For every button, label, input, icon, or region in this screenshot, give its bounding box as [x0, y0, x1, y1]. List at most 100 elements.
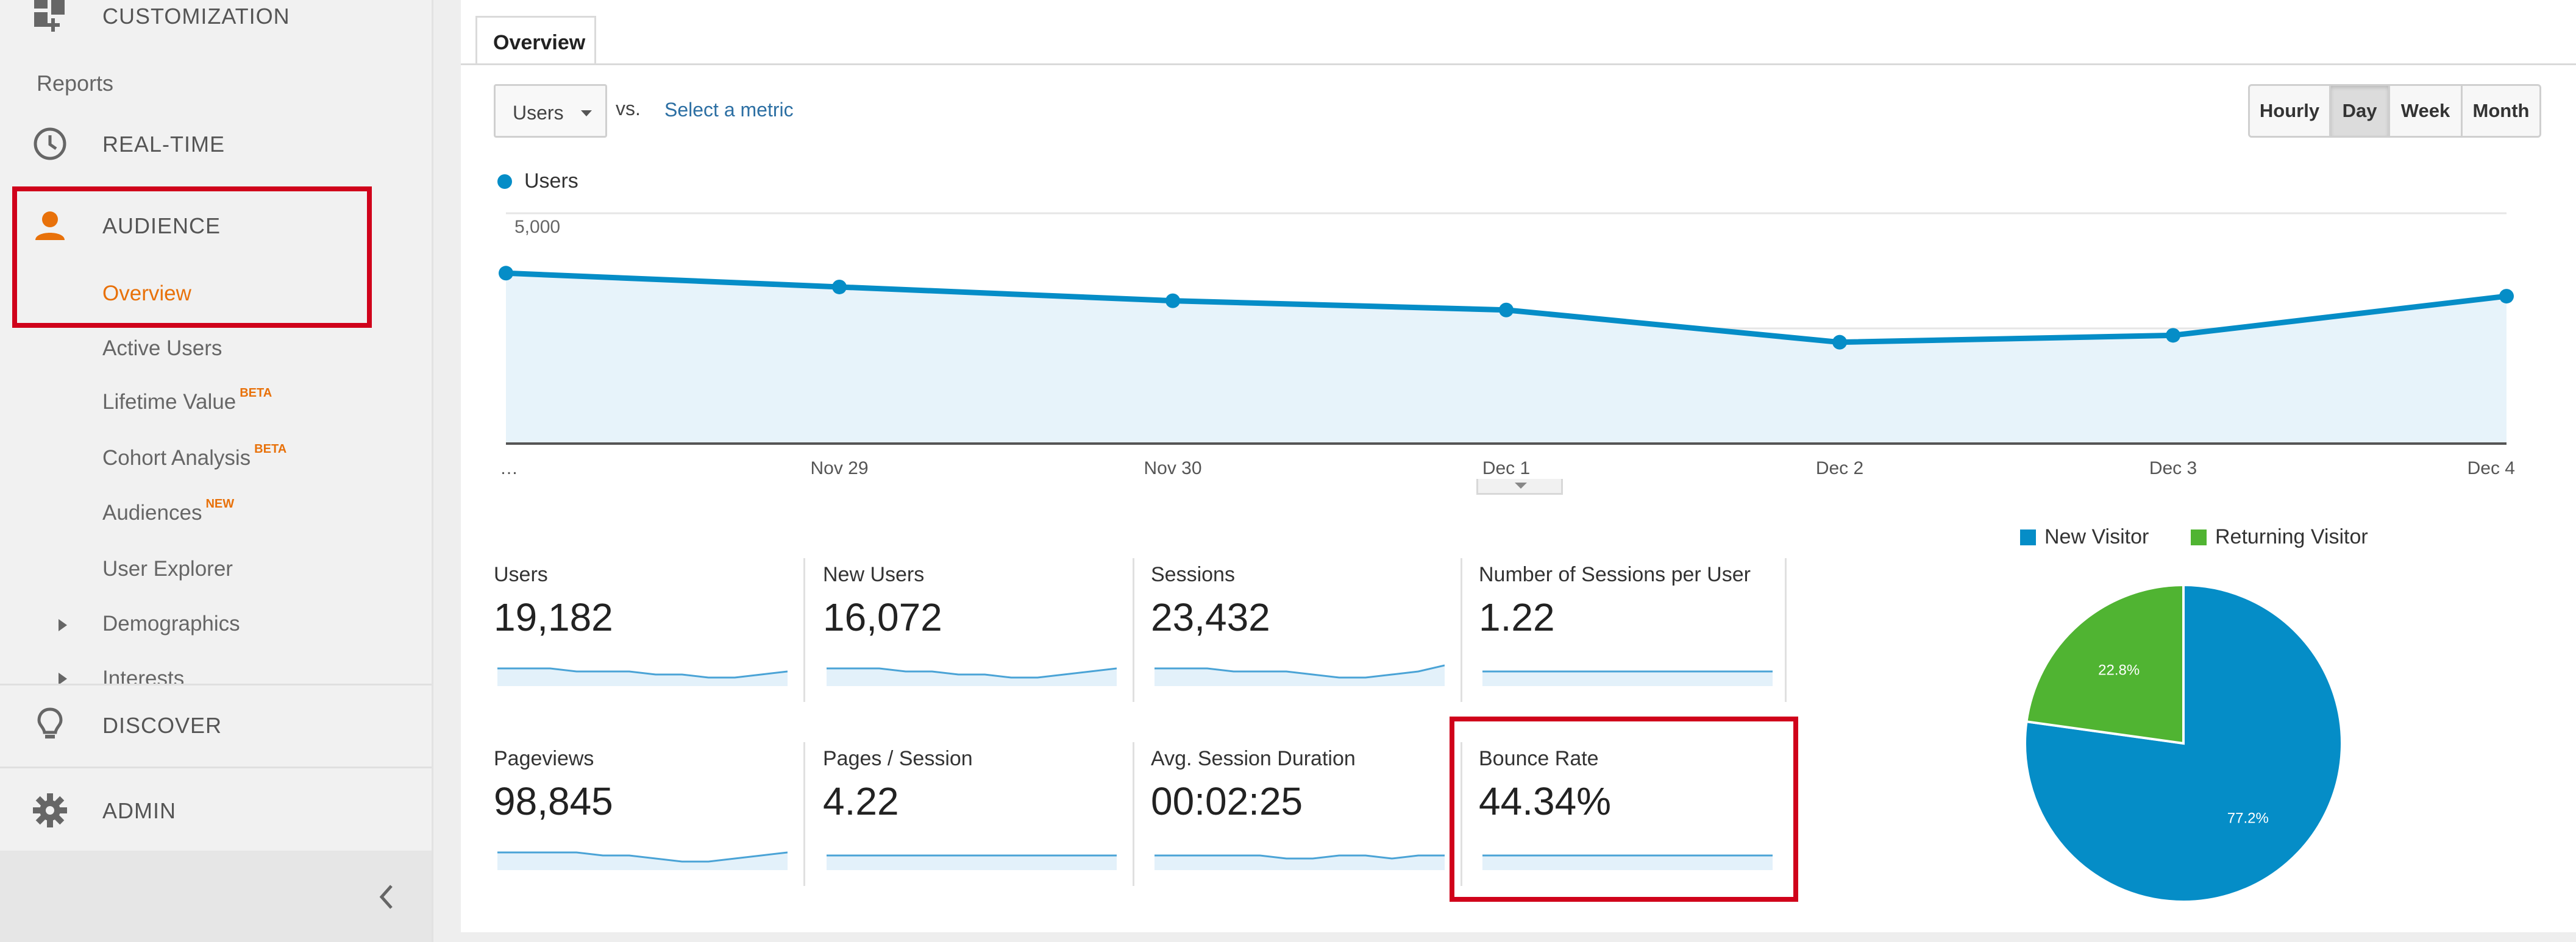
sparkline-line: [497, 851, 788, 863]
x-tick-label: …: [500, 458, 518, 478]
tab-divider: [461, 63, 2576, 65]
x-tick-label: Dec 3: [2149, 458, 2197, 478]
x-tick-label: Nov 30: [1144, 458, 1201, 478]
sidebar-footer: [0, 851, 432, 942]
data-point[interactable]: [2499, 289, 2514, 304]
sidebar-item-interests[interactable]: Interests: [102, 667, 185, 684]
hourly-button[interactable]: Hourly: [2250, 86, 2331, 136]
new-badge: NEW: [205, 497, 235, 511]
scorecard-sessions-per-user[interactable]: Number of Sessions per User 1.22: [1479, 563, 1803, 709]
sidebar-item-demographics[interactable]: Demographics: [102, 612, 240, 636]
legend-label: Users: [524, 169, 578, 193]
divider: [0, 767, 432, 768]
sparkline-area: [497, 852, 788, 870]
sparkline-area: [497, 668, 788, 686]
data-point[interactable]: [1499, 302, 1514, 317]
pie-slice-new-visitor[interactable]: [2024, 583, 2343, 903]
sidebar-item-overview[interactable]: Overview: [102, 282, 191, 305]
scorecard-pages-per-session[interactable]: Pages / Session 4.22: [823, 747, 1147, 893]
pie-legend-returning-visitor[interactable]: Returning Visitor: [2191, 525, 2368, 549]
nav-customization[interactable]: CUSTOMIZATION: [0, 0, 432, 37]
nav-audience[interactable]: AUDIENCE: [0, 201, 432, 250]
x-tick-label: Dec 1: [1482, 458, 1530, 478]
x-tick-label: Dec 2: [1816, 458, 1863, 478]
metric-select[interactable]: Users: [494, 84, 607, 138]
divider: [1133, 742, 1134, 886]
nav-admin-label: ADMIN: [102, 798, 176, 823]
sparkline-line: [497, 667, 788, 679]
sparkline: [1155, 664, 1445, 686]
chart-collapse-handle[interactable]: [1476, 479, 1563, 495]
legend-swatch: [2020, 529, 2036, 545]
users-area: [506, 273, 2507, 444]
sparkline: [1482, 670, 1773, 686]
vs-label: vs.: [616, 97, 641, 119]
scorecard-pageviews[interactable]: Pageviews 98,845: [494, 747, 818, 893]
sparkline-line: [1155, 854, 1445, 860]
sparkline-line: [1155, 664, 1445, 679]
sparkline: [497, 851, 788, 870]
divider: [1461, 558, 1462, 702]
pie-slice-label: 77.2%: [2227, 810, 2269, 827]
nav-admin[interactable]: ADMIN: [0, 786, 432, 835]
sidebar-item-audiences[interactable]: Audiences NEW: [102, 497, 235, 525]
sparkline: [827, 854, 1117, 870]
pie-slice-returning-visitor[interactable]: [2025, 583, 2185, 745]
pie-slice-label: 22.8%: [2098, 662, 2140, 678]
sparkline-area: [1155, 855, 1445, 870]
x-tick-label: Nov 29: [810, 458, 868, 478]
data-point[interactable]: [832, 279, 847, 294]
sidebar-item-user-explorer[interactable]: User Explorer: [102, 557, 233, 581]
sparkline: [1482, 854, 1773, 870]
nav-realtime[interactable]: REAL-TIME: [0, 119, 432, 168]
scorecard-new-users[interactable]: New Users 16,072: [823, 563, 1147, 709]
expand-triangle-icon[interactable]: [59, 673, 67, 685]
gear-icon: [33, 793, 67, 827]
y-tick-label: 5,000: [514, 217, 560, 237]
tab-overview[interactable]: Overview: [475, 16, 596, 65]
main-panel: Overview Users vs. Select a metric Hourl…: [461, 0, 2576, 932]
nav-realtime-label: REAL-TIME: [102, 132, 226, 157]
day-button[interactable]: Day: [2331, 86, 2390, 136]
scorecard-avg-session-duration[interactable]: Avg. Session Duration 00:02:25: [1151, 747, 1475, 893]
nav-discover[interactable]: DISCOVER: [0, 701, 432, 749]
sidebar-item-lifetime-value[interactable]: Lifetime Value BETA: [102, 386, 272, 414]
sparkline: [1155, 854, 1445, 870]
dashboard-add-icon: [34, 0, 65, 32]
sparkline-area: [1482, 671, 1773, 686]
legend-swatch: [2191, 529, 2207, 545]
week-button[interactable]: Week: [2390, 86, 2463, 136]
sidebar-item-active-users[interactable]: Active Users: [102, 336, 222, 360]
sidebar-item-cohort-analysis[interactable]: Cohort Analysis BETA: [102, 442, 287, 470]
scorecard-users[interactable]: Users 19,182: [494, 563, 818, 709]
data-point[interactable]: [1165, 293, 1180, 308]
data-point[interactable]: [499, 266, 513, 281]
sparkline-area: [1482, 855, 1773, 870]
nav-audience-label: AUDIENCE: [102, 213, 221, 238]
month-button[interactable]: Month: [2463, 86, 2539, 136]
select-metric-link[interactable]: Select a metric: [664, 99, 794, 121]
beta-badge: BETA: [254, 442, 287, 456]
chevron-left-icon[interactable]: [377, 884, 396, 910]
sparkline-area: [827, 668, 1117, 686]
x-tick-label: Dec 4: [2467, 458, 2515, 478]
highlight-box-audience: [12, 186, 372, 328]
scorecard-bounce-rate[interactable]: Bounce Rate 44.34%: [1479, 747, 1803, 893]
visitor-pie-chart: 77.2% 22.8%: [2024, 583, 2343, 903]
expand-triangle-icon[interactable]: [59, 619, 67, 631]
sparkline-line: [827, 667, 1117, 679]
caret-down-icon: [581, 110, 592, 116]
pie-legend-new-visitor[interactable]: New Visitor: [2020, 525, 2149, 549]
divider: [1133, 558, 1134, 702]
sparkline: [497, 667, 788, 686]
data-point[interactable]: [1832, 335, 1847, 350]
legend-marker: [497, 174, 512, 189]
data-point[interactable]: [2166, 328, 2180, 343]
divider: [1785, 558, 1787, 702]
sidebar: CUSTOMIZATION Reports REAL-TIME AUDIENCE…: [0, 0, 433, 942]
person-icon: [35, 211, 65, 240]
sparkline: [827, 667, 1117, 686]
highlight-box-bounce-rate: [1450, 717, 1798, 902]
scorecard-sessions[interactable]: Sessions 23,432: [1151, 563, 1475, 709]
